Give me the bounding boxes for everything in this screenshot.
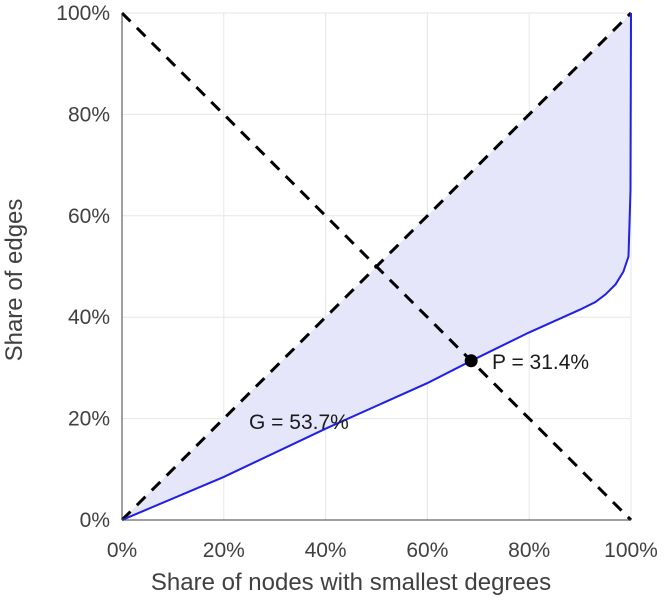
y-tick-label: 60% <box>68 205 110 228</box>
x-tick-label: 100% <box>604 539 658 562</box>
lorenz-curve <box>121 12 632 521</box>
y-tick-label: 80% <box>68 103 110 126</box>
y-tick-labels: 0% 20% 40% 60% 80% 100% <box>56 2 110 532</box>
y-tick-label: 20% <box>68 408 110 431</box>
x-axis-label: Share of nodes with smallest degrees <box>151 569 551 596</box>
x-tick-label: 40% <box>305 539 347 562</box>
gini-label: G = 53.7% <box>249 411 349 434</box>
y-tick-label: 40% <box>68 306 110 329</box>
pareto-label: P = 31.4% <box>492 351 589 374</box>
y-tick-label: 100% <box>56 2 110 25</box>
x-tick-label: 0% <box>107 539 137 562</box>
x-tick-label: 20% <box>203 539 245 562</box>
pareto-point <box>464 354 478 368</box>
y-tick-label: 0% <box>80 509 110 532</box>
y-axis-label: Share of edges <box>1 199 28 362</box>
anti-diagonal-line <box>120 11 633 522</box>
x-tick-labels: 0% 20% 40% 60% 80% 100% <box>107 539 658 562</box>
x-tick-label: 80% <box>508 539 550 562</box>
x-tick-label: 60% <box>406 539 448 562</box>
